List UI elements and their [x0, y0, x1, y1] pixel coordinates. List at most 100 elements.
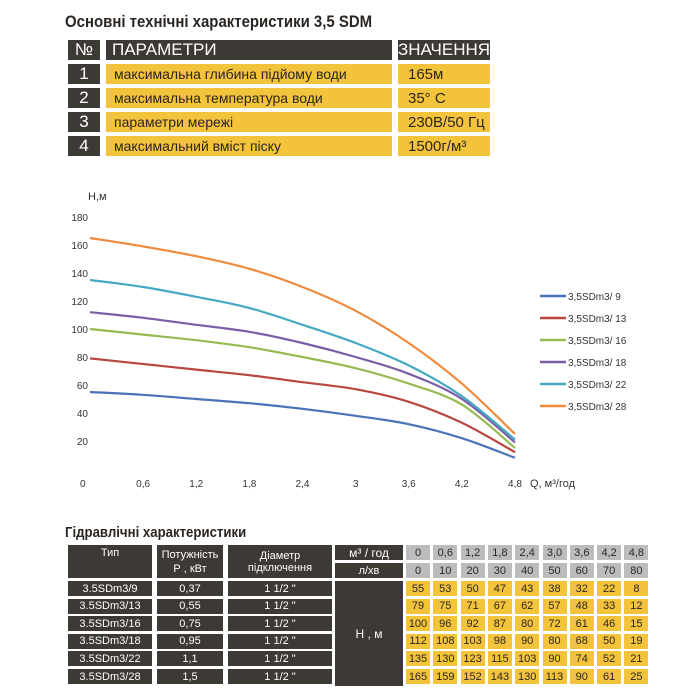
header-head: Н , м — [335, 581, 403, 686]
x-axis-label: Q, м³/год — [530, 478, 576, 490]
flow-l-cell: 10 — [433, 563, 458, 578]
diameter-cell: 1 1/2 " — [228, 598, 332, 614]
head-cell: 103 — [515, 651, 540, 667]
power-cell: 0,95 — [157, 633, 223, 649]
row-value: 230В/50 Гц — [398, 112, 490, 132]
hydro-title: Гідравлічні характеристики — [65, 524, 247, 541]
head-cell: 100 — [406, 616, 430, 632]
series-line — [89, 278, 516, 441]
head-cell: 50 — [460, 581, 485, 596]
x-tick-label: 1,2 — [189, 479, 203, 490]
header-type: Тип — [68, 545, 152, 578]
flow-m3-cell: 3,0 — [542, 545, 567, 560]
head-cell: 108 — [433, 633, 458, 649]
x-tick-label: 1,8 — [242, 479, 256, 490]
row-num: 3 — [68, 112, 100, 132]
y-tick-label: 40 — [77, 409, 89, 420]
head-cell: 53 — [433, 581, 458, 596]
row-param: максимальний вміст піску — [106, 136, 392, 156]
head-cell: 25 — [624, 669, 649, 684]
row-param: максимальна глибина підйому води — [106, 64, 392, 84]
power-cell: 1,1 — [157, 651, 223, 667]
series-line — [89, 390, 516, 459]
diameter-cell: 1 1/2 " — [228, 651, 332, 667]
series-line — [89, 311, 516, 444]
row-param: максимальна температура води — [106, 88, 392, 108]
flow-l-cell: 30 — [487, 563, 512, 578]
head-cell: 92 — [460, 616, 485, 632]
legend-label: 3,5SDm3/ 28 — [568, 402, 627, 413]
flow-l-cell: 40 — [515, 563, 540, 578]
power-cell: 0,37 — [157, 581, 223, 596]
head-cell: 52 — [597, 651, 622, 667]
row-value: 165м — [398, 64, 490, 84]
head-cell: 143 — [487, 669, 512, 684]
head-cell: 130 — [433, 651, 458, 667]
flow-l-cell: 80 — [624, 563, 649, 578]
head-cell: 12 — [624, 598, 649, 614]
flow-l-cell: 20 — [460, 563, 485, 578]
head-cell: 113 — [542, 669, 567, 684]
header-diameter: Діаметр підключення — [228, 545, 332, 578]
head-cell: 67 — [487, 598, 512, 614]
head-cell: 112 — [406, 633, 430, 649]
head-cell: 32 — [569, 581, 594, 596]
x-tick-label: 3,6 — [402, 479, 416, 490]
y-tick-label: 160 — [71, 241, 88, 252]
legend-label: 3,5SDm3/ 9 — [568, 292, 621, 303]
head-cell: 103 — [460, 633, 485, 649]
row-num: 2 — [68, 88, 100, 108]
head-cell: 90 — [542, 651, 567, 667]
flow-l-cell: 50 — [542, 563, 567, 578]
head-cell: 71 — [460, 598, 485, 614]
flow-m3-cell: 4,2 — [597, 545, 622, 560]
header-num: № — [68, 40, 100, 60]
flow-m3-cell: 1,8 — [487, 545, 512, 560]
head-cell: 90 — [569, 669, 594, 684]
head-cell: 47 — [487, 581, 512, 596]
diameter-cell: 1 1/2 " — [228, 616, 332, 632]
power-cell: 0,55 — [157, 598, 223, 614]
y-tick-label: 80 — [77, 353, 89, 364]
diameter-cell: 1 1/2 " — [228, 633, 332, 649]
head-cell: 8 — [624, 581, 649, 596]
head-cell: 130 — [515, 669, 540, 684]
y-tick-label: 180 — [71, 213, 88, 224]
head-cell: 15 — [624, 616, 649, 632]
head-cell: 74 — [569, 651, 594, 667]
head-cell: 19 — [624, 633, 649, 649]
row-param: параметри мережі — [106, 112, 392, 132]
x-tick-label: 2,4 — [296, 479, 310, 490]
flow-l-cell: 70 — [597, 563, 622, 578]
head-cell: 22 — [597, 581, 622, 596]
head-cell: 152 — [460, 669, 485, 684]
head-cell: 62 — [515, 598, 540, 614]
header-flow-m3: м³ / год — [335, 545, 403, 560]
series-line — [89, 357, 516, 454]
head-cell: 96 — [433, 616, 458, 632]
head-cell: 72 — [542, 616, 567, 632]
head-cell: 87 — [487, 616, 512, 632]
header-param: ПАРАМЕТРИ — [106, 40, 392, 60]
y-tick-label: 60 — [77, 381, 89, 392]
head-cell: 79 — [406, 598, 430, 614]
x-tick-label: 3 — [353, 479, 359, 490]
y-tick-label: 100 — [71, 325, 88, 336]
y-axis-label: Н,м — [88, 191, 107, 203]
legend-label: 3,5SDm3/ 22 — [568, 380, 627, 391]
head-cell: 33 — [597, 598, 622, 614]
header-power: Потужність Р , кВт — [157, 545, 223, 578]
head-cell: 123 — [460, 651, 485, 667]
type-cell: 3.5SDm3/22 — [68, 651, 152, 667]
head-cell: 135 — [406, 651, 430, 667]
x-tick-label: 0,6 — [136, 479, 150, 490]
y-tick-label: 140 — [71, 269, 88, 280]
power-cell: 0,75 — [157, 616, 223, 632]
head-cell: 43 — [515, 581, 540, 596]
type-cell: 3.5SDm3/16 — [68, 616, 152, 632]
legend-label: 3,5SDm3/ 13 — [568, 314, 627, 325]
flow-m3-cell: 4,8 — [624, 545, 649, 560]
head-cell: 80 — [515, 616, 540, 632]
flow-m3-cell: 3,6 — [569, 545, 594, 560]
row-value: 35° С — [398, 88, 490, 108]
